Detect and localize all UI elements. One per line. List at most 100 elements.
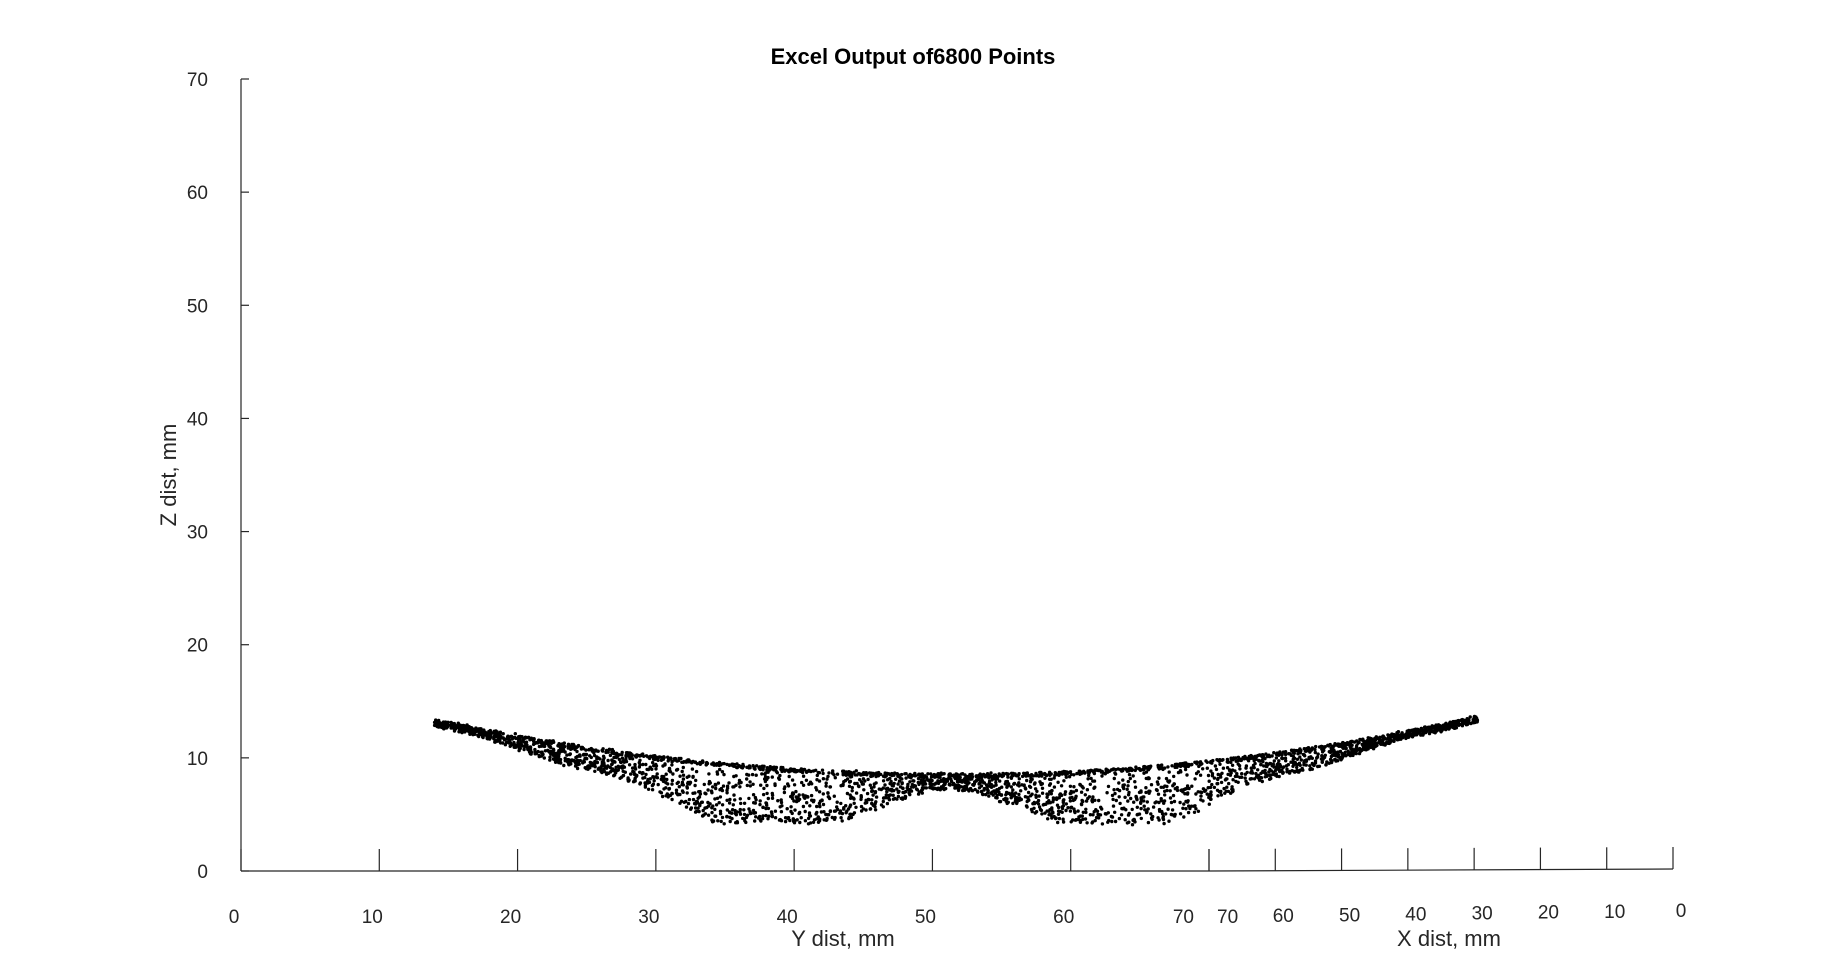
data-point xyxy=(1194,792,1198,796)
data-point xyxy=(554,756,558,760)
data-point xyxy=(1117,816,1122,821)
data-point xyxy=(608,770,613,774)
data-point xyxy=(593,759,597,764)
data-point xyxy=(747,796,751,801)
data-point xyxy=(648,754,653,758)
data-point xyxy=(820,768,825,772)
data-point xyxy=(646,787,651,791)
z-tick-label: 40 xyxy=(187,409,208,430)
data-point xyxy=(1100,774,1104,778)
data-point xyxy=(718,809,723,813)
data-point xyxy=(1014,791,1018,795)
data-point xyxy=(624,751,629,755)
data-point xyxy=(1097,798,1101,803)
data-point xyxy=(704,762,709,767)
data-point xyxy=(710,762,714,766)
data-point xyxy=(1192,810,1197,814)
data-point xyxy=(1391,739,1396,743)
data-point xyxy=(826,791,830,795)
data-point xyxy=(713,797,717,801)
data-point xyxy=(1069,805,1073,810)
data-point xyxy=(1159,785,1163,789)
data-point xyxy=(560,749,565,753)
data-point xyxy=(1259,771,1263,775)
data-point xyxy=(864,772,869,776)
data-point xyxy=(1271,770,1276,774)
data-point xyxy=(761,765,765,769)
data-point xyxy=(1083,793,1088,797)
data-point xyxy=(895,772,900,776)
data-point xyxy=(1303,754,1307,758)
data-point xyxy=(1261,754,1266,758)
data-point xyxy=(687,760,691,764)
data-point xyxy=(1166,765,1170,769)
data-point xyxy=(1210,761,1214,765)
data-point xyxy=(1101,771,1106,775)
data-point xyxy=(1450,722,1455,727)
data-point xyxy=(1436,726,1440,731)
data-point xyxy=(1156,792,1161,796)
data-point xyxy=(703,806,707,810)
data-point xyxy=(808,804,812,808)
data-point xyxy=(1399,733,1403,737)
data-point xyxy=(1281,750,1286,754)
data-point xyxy=(826,795,830,799)
data-point xyxy=(755,764,759,768)
data-point xyxy=(1272,751,1276,755)
data-point xyxy=(870,801,874,806)
data-point xyxy=(1365,744,1369,748)
data-point xyxy=(1244,766,1248,770)
data-point xyxy=(522,747,526,752)
data-point xyxy=(881,796,886,800)
data-point xyxy=(776,799,780,803)
data-point xyxy=(733,811,737,816)
data-point xyxy=(817,779,822,783)
data-point xyxy=(822,818,826,822)
data-point xyxy=(1164,776,1169,781)
data-point xyxy=(701,808,705,813)
data-point xyxy=(541,752,545,757)
data-point xyxy=(734,765,739,770)
data-point xyxy=(667,787,671,791)
data-point xyxy=(970,789,975,793)
data-point xyxy=(725,791,729,795)
data-point xyxy=(1209,769,1213,773)
data-point xyxy=(1234,779,1238,784)
data-point xyxy=(1308,764,1312,768)
data-point xyxy=(1189,804,1194,808)
data-point xyxy=(1052,785,1057,789)
data-point xyxy=(589,755,593,760)
data-point xyxy=(1167,819,1171,823)
data-point xyxy=(881,799,885,804)
data-point xyxy=(947,782,952,786)
data-point xyxy=(770,791,774,796)
data-point xyxy=(830,815,834,820)
data-point xyxy=(1161,814,1166,819)
data-point xyxy=(987,779,992,783)
data-point xyxy=(1252,777,1257,781)
data-point xyxy=(1154,788,1159,792)
x-axis-label: X dist, mm xyxy=(1397,926,1501,951)
data-point xyxy=(824,781,828,785)
data-point xyxy=(803,809,807,814)
data-point xyxy=(604,748,609,753)
data-point xyxy=(815,773,819,778)
data-point xyxy=(859,797,863,802)
data-point xyxy=(1320,760,1324,764)
data-point xyxy=(1087,770,1092,774)
data-point xyxy=(767,766,771,771)
data-point xyxy=(874,795,879,799)
data-point xyxy=(515,744,519,748)
data-point xyxy=(1474,715,1478,719)
data-point xyxy=(1298,755,1302,759)
data-point xyxy=(1416,731,1420,736)
data-point xyxy=(575,762,580,766)
data-point xyxy=(982,773,986,777)
data-point xyxy=(627,779,631,783)
data-point xyxy=(1048,808,1052,812)
data-point xyxy=(1040,786,1045,790)
data-point xyxy=(761,792,766,797)
data-point xyxy=(989,771,993,775)
data-point xyxy=(645,780,649,784)
data-point xyxy=(1109,814,1114,819)
